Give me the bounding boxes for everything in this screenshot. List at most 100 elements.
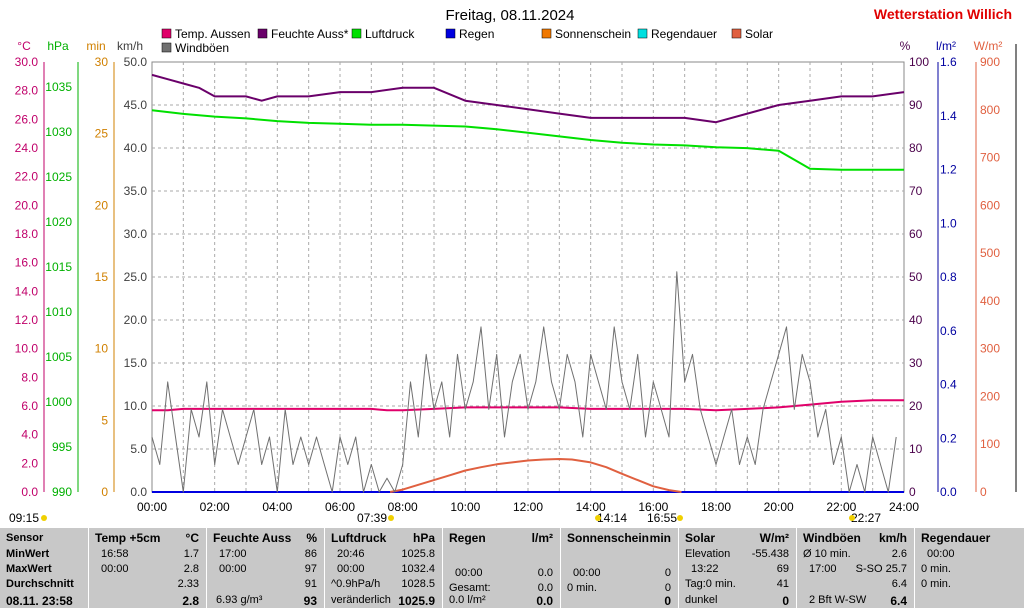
sunshine-column: Sonnenschein min 00:00 0 0 min. 0 0 [560, 528, 677, 608]
sun-marker-icon [41, 515, 47, 521]
hum-avg: 91 [304, 578, 317, 590]
row-label-sensor: Sensor [6, 532, 44, 544]
legend-label: Sonnenschein [555, 27, 631, 41]
solar-state: dunkel [685, 594, 718, 606]
axis-tick-kmh: 25.0 [124, 270, 148, 284]
x-tick-label: 02:00 [200, 500, 230, 514]
grid [151, 61, 905, 493]
axis-tick-rain: 1.2 [940, 163, 957, 177]
axis-tick-solar: 400 [980, 294, 1000, 308]
legend-swatch [351, 28, 362, 39]
sun-marker-icon [677, 515, 683, 521]
axis-tick-solar: 100 [980, 437, 1000, 451]
axis-tick-percent: 100 [909, 55, 929, 69]
axis-tick-min: 20 [95, 198, 109, 212]
sun-event-label: 22:27 [851, 511, 881, 525]
row-label-max: MaxWert [6, 563, 52, 575]
press-max-time: 00:00 [337, 563, 365, 575]
axis-tick-kmh: 35.0 [124, 184, 148, 198]
axis-tick-percent: 30 [909, 356, 923, 370]
legend-swatch [731, 28, 742, 39]
axis-tick-celsius: 12.0 [15, 313, 39, 327]
axis-unit-kmh: km/h [117, 39, 143, 53]
axis-tick-percent: 60 [909, 227, 923, 241]
axis-tick-kmh: 20.0 [124, 313, 148, 327]
x-tick-label: 06:00 [325, 500, 355, 514]
axis-tick-rain: 0.8 [940, 270, 957, 284]
press-current: 1025.9 [398, 594, 435, 608]
x-axis: 00:00 02:00 04:00 06:00 08:00 10:00 12:00 14:00… [137, 500, 919, 514]
wind-head: Windböen [803, 531, 861, 545]
legend-swatch [445, 28, 456, 39]
axis-tick-solar: 800 [980, 103, 1000, 117]
temp-min-value: 1.7 [183, 548, 199, 560]
rain-total-label: Gesamt: [449, 582, 491, 594]
axis-tick-celsius: 26.0 [15, 112, 39, 126]
raindur-avg: 0 min. [921, 578, 951, 590]
wind-unit: km/h [878, 531, 907, 545]
sun-marker-icon [595, 515, 601, 521]
axis-tick-hpa: 1015 [45, 260, 72, 274]
solar-unit: W/m² [759, 531, 789, 545]
axis-tick-celsius: 30.0 [15, 55, 39, 69]
weather-chart: Freitag, 08.11.2024 Wetterstation Willic… [9, 6, 1017, 525]
rain-column: Regen l/m² 00:00 0.0 Gesamt: 0.0 0.0 l/m² 0.… [442, 528, 559, 608]
x-tick-label: 00:00 [137, 500, 167, 514]
solar-max-value: 69 [776, 563, 789, 575]
series-temp-aussen [152, 399, 904, 412]
sun-event-label: 07:39 [357, 511, 387, 525]
axis-tick-rain: 1.4 [940, 109, 957, 123]
row-label-current: 08.11. 23:58 [6, 594, 73, 608]
pressure-column: Luftdruck hPa 20:46 1025.8 00:00 1032.4 ^0.… [324, 528, 441, 608]
raindur-head: Regendauer [921, 531, 991, 545]
axis-tick-celsius: 28.0 [15, 84, 39, 98]
legend-swatch [637, 28, 648, 39]
legend-label: Temp. Aussen [175, 27, 250, 41]
axis-tick-celsius: 2.0 [21, 456, 38, 470]
hum-current: 93 [303, 594, 317, 608]
x-tick-label: 24:00 [889, 500, 919, 514]
axis-tick-kmh: 0.0 [130, 485, 147, 499]
humidity-column: Feuchte Auss% 17:00 86 00:00 97 91 6.93 g/… [206, 528, 323, 608]
axis-tick-percent: 20 [909, 399, 923, 413]
axis-tick-percent: 50 [909, 270, 923, 284]
sun-event-label: 14:14 [597, 511, 627, 525]
solar-max-time: 13:22 [691, 563, 719, 575]
axes: °C 0.0 2.0 4.0 6.0 8.0 10.0 12.0 14.0 16.0 18.0 20.… [15, 39, 1017, 499]
sun-marker-icon [388, 515, 394, 521]
temp-min-time: 16:58 [101, 548, 129, 560]
hum-abs: 6.93 g/m³ [216, 594, 263, 606]
temp-column: Temp +5cm °C 16:58 1.7 00:00 2.8 2.33 2.8 [88, 528, 205, 608]
sun-current: 0 [664, 594, 671, 608]
axis-tick-hpa: 1000 [45, 395, 72, 409]
rain-total: 0.0 [537, 582, 553, 594]
axis-tick-hpa: 1025 [45, 170, 72, 184]
hum-max-value: 97 [304, 563, 317, 575]
press-trend: ^0.9hPa/h [331, 578, 381, 590]
legend-label: Luftdruck [365, 27, 415, 41]
axis-tick-percent: 70 [909, 184, 923, 198]
station-name[interactable]: Wetterstation Willich [874, 6, 1012, 22]
x-tick-label: 20:00 [764, 500, 794, 514]
legend-swatch [541, 28, 552, 39]
press-max-value: 1032.4 [401, 563, 435, 575]
series-solar [389, 458, 682, 493]
axis-tick-solar: 600 [980, 198, 1000, 212]
row-label-min: MinWert [6, 548, 50, 560]
temp-unit: °C [185, 531, 199, 545]
axis-tick-celsius: 22.0 [15, 170, 39, 184]
solar-elevation-label: Elevation [685, 548, 731, 560]
rain-rate: 0.0 l/m² [449, 594, 486, 606]
legend-swatch [161, 42, 172, 53]
axis-tick-percent: 90 [909, 98, 923, 112]
axis-tick-rain: 0.4 [940, 378, 957, 392]
rain-max-time: 00:00 [455, 567, 483, 579]
rain-unit: l/m² [531, 531, 553, 545]
rain-max-value: 0.0 [537, 567, 553, 579]
x-tick-label: 08:00 [388, 500, 418, 514]
raindur-time: 00:00 [927, 548, 955, 560]
axis-unit-solar: W/m² [974, 39, 1003, 53]
legend-swatch [161, 28, 172, 39]
axis-tick-percent: 40 [909, 313, 923, 327]
hum-min-time: 17:00 [219, 548, 247, 560]
